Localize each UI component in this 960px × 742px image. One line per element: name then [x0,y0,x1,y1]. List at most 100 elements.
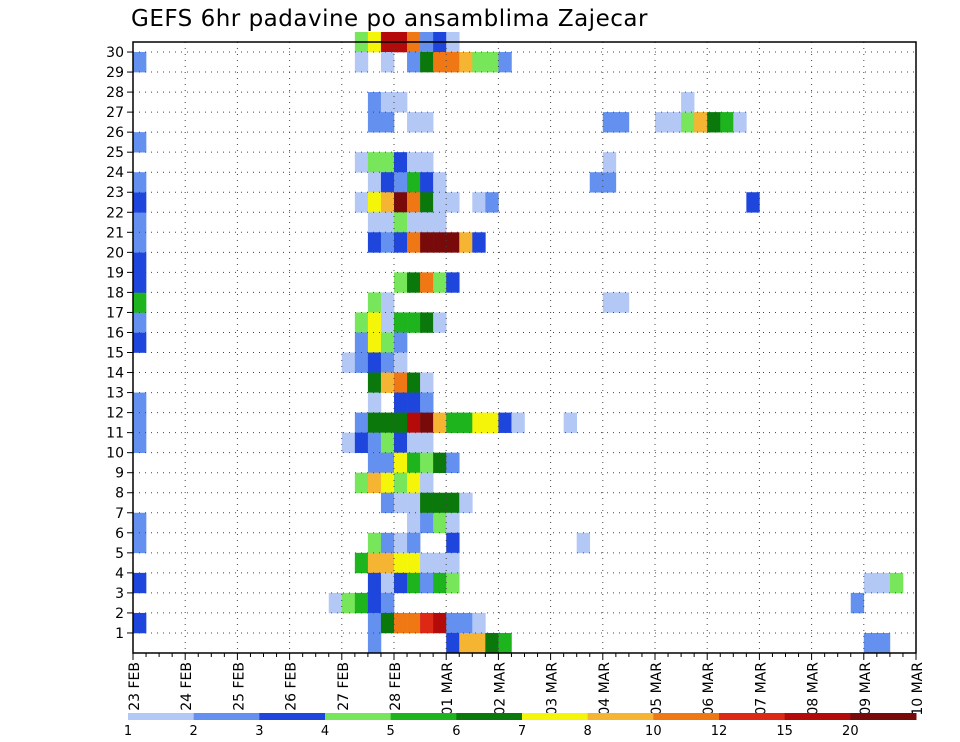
heatmap-cell [407,532,421,554]
heatmap-cell [407,412,421,433]
heatmap-cell [446,192,460,213]
heatmap-cell [446,532,460,554]
y-tick-label: 9 [115,466,124,482]
heatmap-cell [655,112,669,133]
y-tick-label: 21 [106,225,124,241]
heatmap-cell [420,212,434,233]
heatmap-cell [459,492,473,514]
heatmap-cell [459,612,473,634]
heatmap-cell [133,192,147,213]
heatmap-cell [433,272,447,293]
heatmap-cell [133,512,147,534]
heatmap-cell [433,192,447,213]
heatmap-cell [407,192,421,213]
heatmap-cell [354,432,369,453]
heatmap-cell [511,412,525,433]
heatmap-cell [694,112,708,133]
heatmap-cell [446,492,460,514]
heatmap-cell [367,372,382,393]
colorbar-label: 10 [645,724,662,739]
y-tick-label: 30 [106,45,124,61]
colorbar-swatch [390,713,457,720]
heatmap-cell [407,272,421,293]
heatmap-cell [394,332,408,353]
colorbar-swatch [522,713,589,720]
colorbar-swatch [587,713,654,720]
y-tick-label: 12 [106,406,124,422]
heatmap-cell [367,432,382,453]
heatmap-cell [367,452,382,474]
heatmap-cell [446,632,460,654]
heatmap-cell [394,92,408,113]
heatmap-cell [615,292,630,313]
chart-title: GEFS 6hr padavine po ansamblima Zajecar [131,6,648,32]
heatmap-cell [433,232,447,253]
heatmap-cell [354,472,369,494]
colorbar-label: 20 [842,724,859,739]
heatmap-cell [472,52,486,73]
heatmap-cell [407,392,421,413]
colorbar-label: 2 [190,724,198,739]
heatmap-cell [446,512,460,534]
heatmap-cell [367,192,382,213]
y-tick-label: 4 [115,566,124,582]
colorbar-swatch [784,713,851,720]
y-tick-label: 7 [115,506,124,522]
heatmap-cell [420,372,434,393]
heatmap-cell [420,112,434,133]
heatmap-cell [380,352,395,373]
heatmap-cell [380,592,395,614]
heatmap-cell [472,232,486,253]
plot-frame [132,41,917,654]
colorbar-swatch [259,713,326,720]
heatmap-cell [433,172,447,193]
heatmap-cell [863,572,878,594]
heatmap-cell [133,292,147,313]
x-tick-label: 27 FEB [336,662,352,711]
heatmap-cell [720,112,734,133]
colorbar-swatch [850,713,917,720]
heatmap-cell [433,512,447,534]
heatmap-cell [133,432,147,453]
y-tick-label: 24 [106,165,124,181]
heatmap-cell [681,92,695,113]
heatmap-cell [367,212,382,233]
heatmap-cell [459,232,473,253]
y-tick-label: 23 [106,185,124,201]
heatmap-cell [407,152,421,173]
heatmap-cell [576,532,591,554]
x-tick-label: 07 MAR [753,662,769,716]
y-tick-label: 26 [106,125,124,141]
x-tick-label: 10 MAR [910,662,926,716]
heatmap-cell [446,552,460,574]
heatmap-cell [380,52,395,73]
colorbar-swatch [456,713,523,720]
heatmap-cell [133,572,147,594]
heatmap-cell [380,492,395,514]
heatmap-cell [380,192,395,213]
heatmap-cell [354,352,369,373]
heatmap-cell [433,52,447,73]
heatmap-cell [459,412,473,433]
heatmap-cell [407,572,421,594]
colorbar-label: 6 [452,724,460,739]
heatmap-cell [367,532,382,554]
heatmap-cell [407,212,421,233]
heatmap-cell [367,412,382,433]
y-tick-label: 11 [106,426,124,442]
heatmap-cell [380,552,395,574]
heatmap-cell [746,192,760,213]
heatmap-cell [433,212,447,233]
heatmap-cell [472,412,486,433]
heatmap-cell [420,232,434,253]
heatmap-cell [380,472,395,494]
heatmap-cell [394,572,408,594]
heatmap-cell [850,592,865,614]
heatmap-cell [133,332,147,353]
heatmap-cell [133,532,147,554]
heatmap-cell [133,252,147,273]
heatmap-cell [407,432,421,453]
heatmap-cell [133,172,147,193]
heatmap-cell [433,572,447,594]
